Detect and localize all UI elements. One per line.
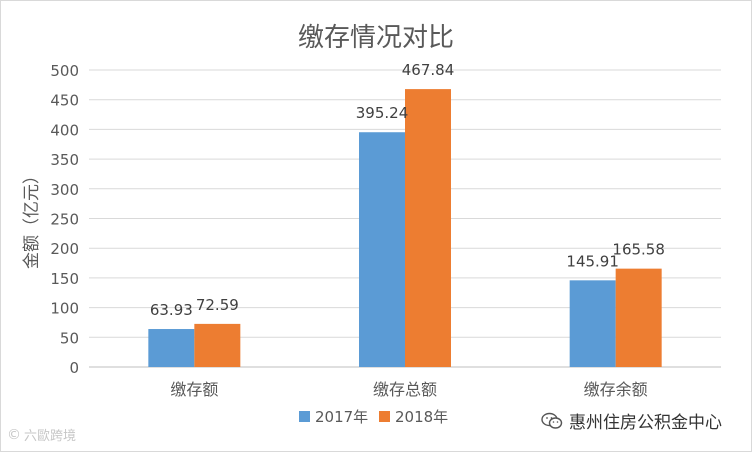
- watermark-left-text: 六歐跨境: [24, 429, 77, 444]
- x-category-label: 缴存额: [170, 380, 218, 399]
- y-tick-label: 50: [60, 329, 79, 347]
- bar-2018年-缴存额: [194, 323, 241, 367]
- y-tick-label: 400: [50, 121, 79, 139]
- data-label: 165.58: [612, 241, 665, 259]
- bar-2017年-缴存余额: [569, 280, 616, 367]
- legend: 2017年 2018年: [299, 408, 448, 426]
- x-axis-categories: 缴存额 缴存总额 缴存余额: [170, 380, 647, 399]
- y-axis-ticks: 0 50 100 150 200 250 300 350 400 450 500: [50, 62, 79, 377]
- data-label: 72.59: [196, 296, 239, 314]
- bar-2017年-缴存总额: [359, 132, 405, 367]
- watermark-left: © 六歐跨境: [7, 425, 77, 445]
- bars: [148, 89, 662, 368]
- y-tick-label: 250: [50, 211, 79, 229]
- legend-swatch: [299, 411, 310, 422]
- bar-2017年-缴存额: [148, 329, 195, 367]
- legend-label: 2018年: [395, 408, 448, 426]
- x-category-label: 缴存总额: [373, 380, 437, 399]
- legend-swatch: [379, 411, 390, 422]
- y-tick-label: 450: [50, 92, 79, 110]
- data-label: 145.91: [566, 252, 619, 270]
- data-label: 395.24: [356, 104, 409, 122]
- y-tick-label: 300: [50, 181, 79, 199]
- data-label: 467.84: [402, 61, 455, 79]
- y-tick-label: 150: [50, 270, 79, 288]
- y-axis-label: 金额（亿元）: [22, 167, 42, 269]
- wechat-icon: [541, 412, 563, 430]
- watermark-logo-icon: ©: [7, 426, 21, 443]
- bar-2018年-缴存余额: [615, 268, 662, 367]
- y-tick-label: 200: [50, 240, 79, 258]
- y-tick-label: 0: [69, 359, 79, 377]
- bar-2018年-缴存总额: [405, 89, 451, 368]
- watermark-right-text: 惠州住房公积金中心: [569, 413, 722, 433]
- y-tick-label: 100: [50, 300, 79, 318]
- y-tick-label: 350: [50, 151, 79, 169]
- data-label: 63.93: [150, 301, 193, 319]
- watermark-right: 惠州住房公积金中心: [541, 408, 722, 433]
- y-tick-label: 500: [50, 62, 79, 80]
- legend-label: 2017年: [315, 408, 368, 426]
- chart-title: 缴存情况对比: [298, 23, 454, 53]
- x-category-label: 缴存余额: [584, 380, 648, 399]
